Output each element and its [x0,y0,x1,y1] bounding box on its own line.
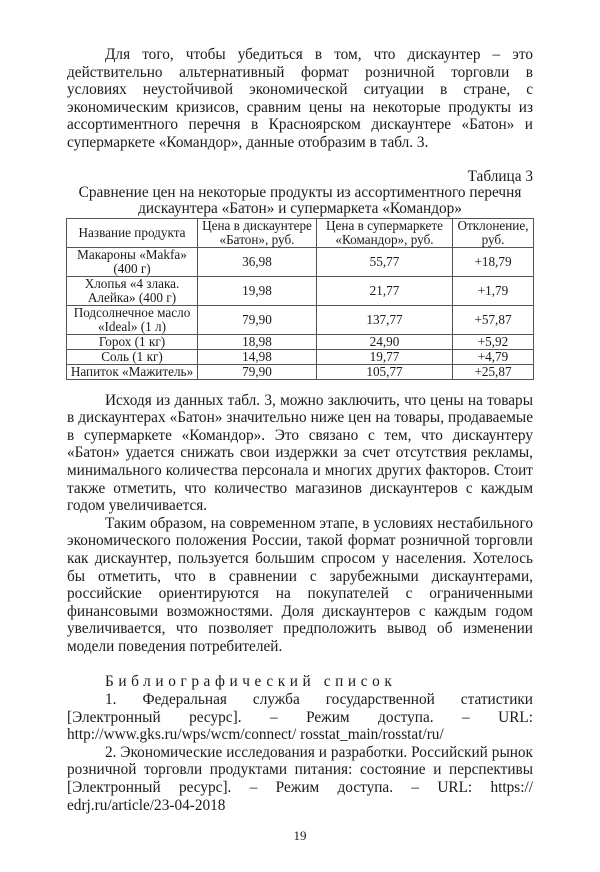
table-row: Соль (1 кг) 14,98 19,77 +4,79 [66,348,534,365]
cell-supermarket-price: 24,90 [316,333,453,350]
table-label: Таблица 3 [467,167,533,185]
header-deviation: Отклонение, руб. [452,217,534,248]
table-row: Хлопья «4 злака. Алейка» (400 г) 19,98 21,… [66,275,534,306]
header-product: Название продукта [66,217,198,248]
table-row: Горох (1 кг) 18,98 24,90 +5,92 [66,333,534,350]
cell-discounter-price: 19,98 [197,275,317,306]
cell-supermarket-price: 21,77 [316,275,453,306]
table-row: Напиток «Мажитель» 79,90 105,77 +25,87 [66,363,534,380]
cell-discounter-price: 18,98 [197,333,317,350]
cell-product: Хлопья «4 злака. Алейка» (400 г) [66,275,198,306]
paragraph-conclusion: Исходя из данных табл. 3, можно заключит… [67,391,533,515]
cell-deviation: +1,79 [452,275,534,306]
cell-deviation: +25,87 [452,363,534,380]
price-comparison-table: Название продукта Цена в дискаунтере «Ба… [66,217,534,380]
cell-product: Напиток «Мажитель» [66,363,198,380]
cell-product: Макароны «Makfa» (400 г) [66,246,198,277]
table-caption: Сравнение цен на некоторые продукты из а… [78,183,522,217]
bibliography-item: 1. Федеральная служба государственной ст… [67,691,533,744]
cell-deviation: +18,79 [452,246,534,277]
bibliography-item: 2. Экономические исследования и разработ… [67,743,533,814]
cell-discounter-price: 79,90 [197,304,317,335]
cell-supermarket-price: 55,77 [316,246,453,277]
cell-discounter-price: 14,98 [197,348,317,365]
cell-product: Подсолнечное масло «Ideal» (1 л) [66,304,198,335]
cell-supermarket-price: 19,77 [316,348,453,365]
cell-deviation: +4,79 [452,348,534,365]
paragraph-summary: Таким образом, на современном этапе, в у… [67,514,533,655]
cell-supermarket-price: 137,77 [316,304,453,335]
intro-paragraph: Для того, чтобы убедиться в том, что дис… [67,46,533,151]
cell-supermarket-price: 105,77 [316,363,453,380]
cell-product: Горох (1 кг) [66,333,198,350]
table-row: Подсолнечное масло «Ideal» (1 л) 79,90 137… [66,304,534,335]
header-supermarket-price: Цена в супермаркете «Командор», руб. [316,217,453,248]
bibliography-heading: Библиографический список [105,673,397,691]
table-row: Макароны «Makfa» (400 г) 36,98 55,77 +18,79 [66,246,534,277]
cell-discounter-price: 36,98 [197,246,317,277]
header-discounter-price: Цена в дискаунтере «Батон», руб. [197,217,317,248]
cell-deviation: +5,92 [452,333,534,350]
cell-deviation: +57,87 [452,304,534,335]
cell-product: Соль (1 кг) [66,348,198,365]
cell-discounter-price: 79,90 [197,363,317,380]
table-header-row: Название продукта Цена в дискаунтере «Ба… [66,217,534,248]
page-number: 19 [293,828,307,844]
